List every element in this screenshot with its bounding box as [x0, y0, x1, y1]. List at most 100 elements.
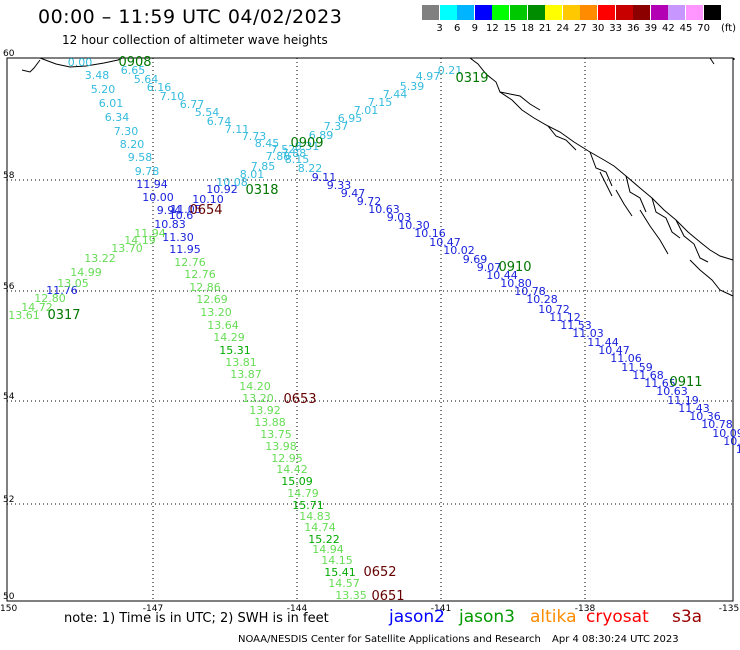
- wave-height-value: 7.85: [251, 160, 276, 173]
- wave-height-value: 9.07: [477, 261, 502, 274]
- wave-height-value: 8.15: [285, 153, 310, 166]
- wave-height-value: 11.94: [134, 227, 166, 240]
- wave-height-value: 10.63: [656, 385, 688, 398]
- scale-label: 36: [626, 23, 640, 34]
- scale-label: 45: [679, 23, 693, 34]
- pass-time-label: 0318: [245, 183, 278, 198]
- lon-tick-label: -141: [431, 604, 451, 614]
- pass-time-label: 0651: [371, 589, 404, 604]
- wave-height-value: 8.45: [255, 137, 280, 150]
- wave-height-value: 13.64: [207, 319, 239, 332]
- graticule: [6, 57, 734, 602]
- wave-height-value: 7.30: [114, 125, 139, 138]
- wave-height-value: 12.80: [34, 292, 66, 305]
- pass-time-label: 0319: [455, 71, 488, 86]
- wave-height-value: 10.47: [429, 236, 461, 249]
- scale-label: 21: [538, 23, 552, 34]
- legend-entry-cryosat: cryosat: [586, 607, 649, 627]
- wave-height-value: 10.6: [169, 209, 194, 222]
- wave-height-value: 10.10: [192, 193, 224, 206]
- wave-height-value: 10.08: [216, 176, 248, 189]
- wave-height-value: 8.31: [295, 140, 320, 153]
- wave-height-value: 10.83: [154, 218, 186, 231]
- wave-height-value: 12.76: [184, 268, 216, 281]
- scale-swatch: [457, 5, 475, 20]
- wave-height-value: 13.20: [242, 392, 274, 405]
- lon-tick-label: -138: [575, 604, 596, 614]
- legend-entry-jason3: jason3: [459, 607, 515, 627]
- wave-height-value: 5.64: [134, 73, 159, 86]
- scale-swatch: [527, 5, 545, 20]
- scale-swatch: [474, 5, 492, 20]
- wave-height-value: 7.15: [368, 96, 393, 109]
- wave-height-value: 6.89: [309, 129, 334, 142]
- scale-unit-label: (ft): [721, 23, 737, 34]
- wave-height-value: 15.41: [324, 566, 356, 579]
- scale-label: 39: [644, 23, 658, 34]
- wave-height-value: 11.65: [644, 377, 676, 390]
- scale-swatch: [668, 5, 686, 20]
- wave-height-value: 15.31: [219, 344, 251, 357]
- wave-height-value: 10.02: [443, 244, 475, 257]
- wave-height-value: 13.87: [230, 368, 262, 381]
- wave-height-value: 8.01: [240, 168, 265, 181]
- wave-height-value: 15.71: [292, 499, 324, 512]
- map-title: 00:00 – 11:59 UTC 04/02/2023: [38, 6, 343, 28]
- wave-height-value: 13.05: [57, 277, 89, 290]
- scale-swatch: [439, 5, 457, 20]
- wave-height-value: 10.44: [486, 269, 518, 282]
- wave-height-value: 13.22: [84, 252, 116, 265]
- lat-tick-label: 52: [3, 495, 14, 505]
- wave-height-value: 10.78: [701, 418, 733, 431]
- scale-label: 18: [521, 23, 534, 34]
- scale-swatch: [703, 5, 721, 20]
- wave-height-value: 13.75: [260, 428, 292, 441]
- wave-height-value: 11.94: [136, 178, 168, 191]
- scale-swatch: [580, 5, 598, 20]
- wave-height-value: 10.92: [206, 183, 238, 196]
- wave-height-value: 5.54: [195, 106, 220, 119]
- pass-time-label: 0654: [189, 203, 222, 218]
- wave-height-value: 12.86: [189, 281, 221, 294]
- wave-height-value: 15.09: [281, 475, 313, 488]
- wave-height-value: 11.03: [572, 327, 604, 340]
- wave-height-value: 5.39: [400, 80, 425, 93]
- wave-height-value: 11.19: [667, 394, 699, 407]
- wave-height-value: 8.22: [298, 162, 323, 175]
- wave-height-value: 4.97: [416, 70, 441, 83]
- scale-swatch: [562, 5, 580, 20]
- wave-height-value: 12.76: [174, 256, 206, 269]
- wave-height-value: 14.29: [213, 331, 245, 344]
- wave-height-value: 14.19: [124, 234, 156, 247]
- wave-height-value: 9.11: [312, 171, 337, 184]
- wave-height-value: 11.68: [632, 369, 664, 382]
- wave-height-value: 6.16: [147, 81, 172, 94]
- wave-height-value: 9.69: [463, 253, 488, 266]
- wave-height-value: 6.74: [207, 115, 232, 128]
- lat-tick-label: 56: [3, 282, 15, 292]
- wave-height-value: 14.20: [239, 380, 271, 393]
- lon-tick-label: -150: [0, 604, 17, 614]
- wave-height-value: 13.35: [335, 589, 367, 602]
- lat-tick-label: 60: [3, 49, 15, 59]
- wave-height-value: 14.72: [21, 301, 53, 314]
- wave-height-value: 7.88: [282, 147, 307, 160]
- wave-height-value: 10.97: [723, 435, 740, 448]
- wave-height-value: 11.2: [736, 443, 740, 456]
- wave-height-value: 11.59: [621, 361, 653, 374]
- scale-label: 9: [471, 23, 478, 34]
- pass-time-labels: 0908 0319 0909 0318 0910 0317 0911 0654 0653 0652…: [47, 55, 702, 604]
- wave-height-value: 10.16: [414, 227, 446, 240]
- wave-height-value: 0.00: [68, 56, 93, 69]
- wave-height-value: 10.09: [712, 427, 740, 440]
- wave-height-value: 10.72: [538, 303, 570, 316]
- wave-height-value: 14.83: [299, 510, 331, 523]
- lon-tick-label: -144: [287, 604, 308, 614]
- pass-time-label: 0653: [283, 392, 316, 407]
- wave-height-value: 13.70: [111, 242, 143, 255]
- wave-height-value: 0.21: [438, 64, 463, 77]
- wave-height-value: 13.88: [254, 416, 286, 429]
- pass-time-label: 0909: [290, 136, 323, 151]
- scale-label: 33: [609, 23, 622, 34]
